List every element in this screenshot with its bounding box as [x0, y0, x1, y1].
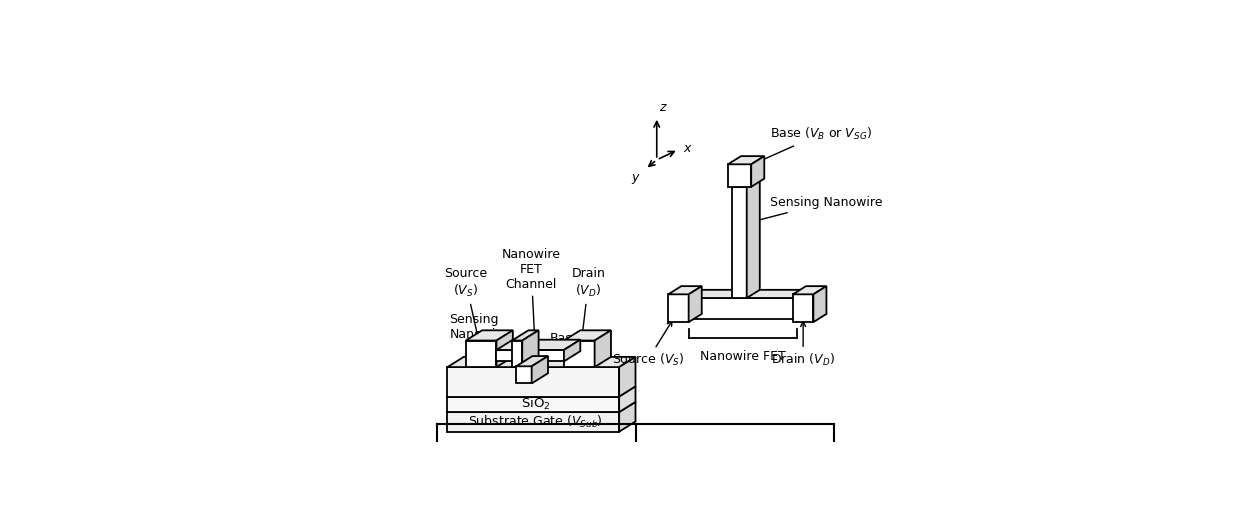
Polygon shape	[516, 366, 532, 383]
Polygon shape	[619, 357, 635, 397]
Polygon shape	[668, 294, 688, 322]
Polygon shape	[448, 397, 619, 412]
Polygon shape	[496, 340, 580, 350]
Polygon shape	[683, 298, 800, 319]
Text: Sensing
Nanowire: Sensing Nanowire	[449, 313, 512, 357]
Polygon shape	[564, 330, 611, 340]
Polygon shape	[496, 350, 564, 362]
Polygon shape	[668, 286, 702, 294]
Polygon shape	[728, 164, 751, 187]
Polygon shape	[564, 340, 580, 362]
Polygon shape	[733, 187, 746, 298]
Polygon shape	[532, 356, 548, 383]
Polygon shape	[595, 330, 611, 367]
Polygon shape	[466, 340, 496, 367]
Text: Base
($V_B$): Base ($V_B$)	[531, 332, 580, 375]
Polygon shape	[496, 330, 513, 367]
Polygon shape	[619, 387, 635, 412]
Polygon shape	[522, 330, 538, 367]
Text: Base ($V_B$ or $V_{SG}$): Base ($V_B$ or $V_{SG}$)	[748, 126, 872, 167]
Text: Nanowire FET: Nanowire FET	[699, 350, 785, 363]
Polygon shape	[564, 340, 595, 367]
Text: $y$: $y$	[631, 173, 641, 186]
Polygon shape	[516, 356, 548, 366]
Polygon shape	[746, 178, 760, 298]
Text: $\mathrm{SiO_2}$: $\mathrm{SiO_2}$	[521, 396, 551, 412]
Polygon shape	[688, 286, 702, 322]
Text: Drain ($V_D$): Drain ($V_D$)	[771, 322, 836, 368]
Polygon shape	[448, 387, 635, 397]
Polygon shape	[751, 156, 764, 187]
Polygon shape	[728, 156, 764, 164]
Polygon shape	[448, 367, 619, 397]
Text: Source
($V_S$): Source ($V_S$)	[444, 267, 487, 357]
Text: Substrate Gate ($V_{Sub}$): Substrate Gate ($V_{Sub}$)	[467, 414, 603, 430]
Text: Sensing Nanowire: Sensing Nanowire	[751, 196, 882, 223]
Polygon shape	[466, 330, 513, 340]
Text: $z$: $z$	[658, 100, 667, 114]
Polygon shape	[512, 330, 538, 340]
Polygon shape	[800, 290, 813, 319]
Polygon shape	[448, 357, 635, 367]
Text: Drain
($V_D$): Drain ($V_D$)	[572, 267, 605, 357]
Polygon shape	[448, 412, 619, 432]
Polygon shape	[512, 340, 522, 367]
Polygon shape	[448, 402, 635, 412]
Text: Source ($V_S$): Source ($V_S$)	[611, 321, 684, 368]
Text: $x$: $x$	[683, 142, 693, 155]
Text: Nanowire
FET
Channel: Nanowire FET Channel	[502, 247, 560, 348]
Polygon shape	[683, 290, 813, 298]
Polygon shape	[792, 294, 813, 322]
Polygon shape	[619, 402, 635, 432]
Polygon shape	[792, 286, 826, 294]
Polygon shape	[733, 178, 760, 187]
Polygon shape	[813, 286, 826, 322]
